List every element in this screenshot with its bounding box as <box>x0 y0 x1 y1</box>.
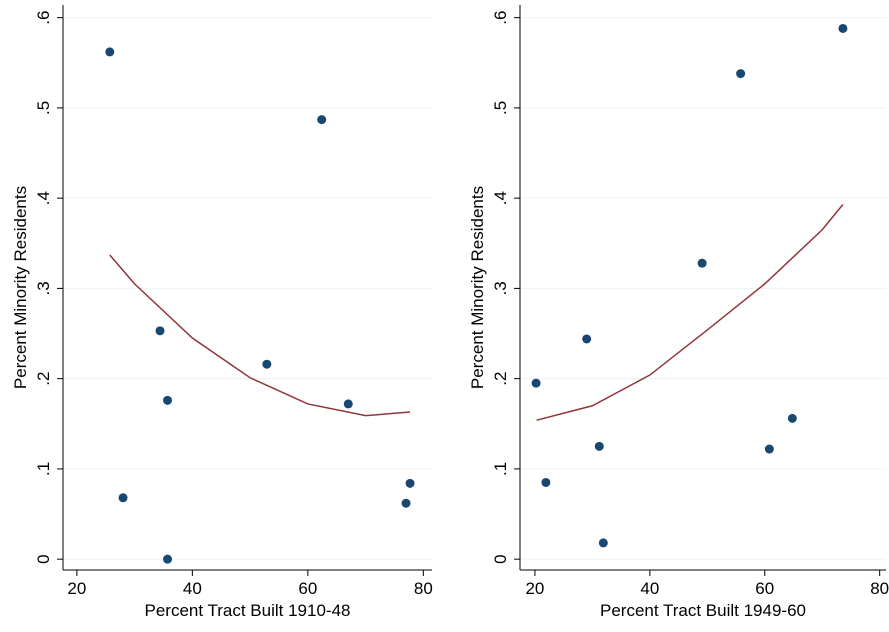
x-tick-label: 40 <box>183 579 202 598</box>
y-axis-label: Percent Minority Residents <box>468 186 487 389</box>
point <box>838 23 848 33</box>
y-tick-label: .1 <box>491 462 510 476</box>
y-tick-label: .4 <box>491 191 510 205</box>
point <box>541 477 551 487</box>
y-tick-label: 0 <box>34 554 53 563</box>
y-tick-label: .3 <box>34 281 53 295</box>
y-tick-label: .4 <box>34 191 53 205</box>
point <box>163 395 173 405</box>
x-tick-label: 20 <box>525 579 544 598</box>
point <box>582 334 592 344</box>
point <box>697 258 707 268</box>
point <box>764 444 774 454</box>
x-tick-label: 80 <box>414 579 433 598</box>
y-tick-label: .6 <box>491 11 510 25</box>
y-axis-label: Percent Minority Residents <box>11 186 30 389</box>
point <box>401 498 411 508</box>
y-tick-label: .2 <box>34 372 53 386</box>
point <box>163 554 173 564</box>
point <box>317 115 327 125</box>
point <box>343 399 353 409</box>
point <box>736 69 746 79</box>
point <box>118 493 128 503</box>
point <box>787 413 797 423</box>
x-tick-label: 60 <box>298 579 317 598</box>
x-tick-label: 40 <box>640 579 659 598</box>
y-tick-label: .2 <box>491 372 510 386</box>
x-axis-label: Percent Tract Built 1910-48 <box>144 601 350 620</box>
point <box>405 478 415 488</box>
y-tick-label: .3 <box>491 281 510 295</box>
y-tick-label: .6 <box>34 11 53 25</box>
point <box>598 538 608 548</box>
fit-line <box>109 254 411 417</box>
x-axis-label: Percent Tract Built 1949-60 <box>600 601 806 620</box>
point <box>155 326 165 336</box>
y-tick-label: .1 <box>34 462 53 476</box>
point <box>531 378 541 388</box>
y-tick-label: .5 <box>491 101 510 115</box>
point <box>594 441 604 451</box>
x-tick-label: 60 <box>755 579 774 598</box>
point <box>105 47 115 57</box>
x-tick-label: 80 <box>870 579 889 598</box>
y-tick-label: .5 <box>34 101 53 115</box>
x-tick-label: 20 <box>67 579 86 598</box>
fit-line <box>536 203 844 421</box>
point <box>262 359 272 369</box>
y-tick-label: 0 <box>491 554 510 563</box>
